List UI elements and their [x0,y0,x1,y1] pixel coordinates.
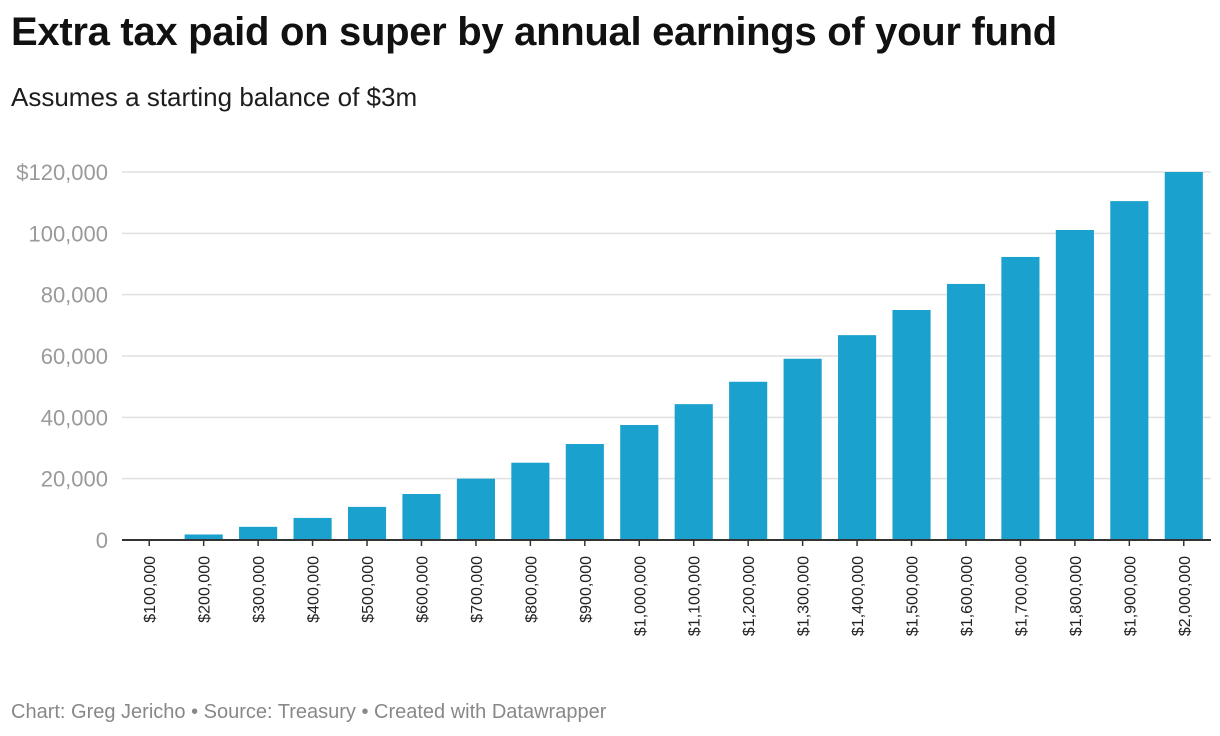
bar [729,381,768,540]
bar [1110,201,1149,540]
bar [184,534,223,540]
bar [838,335,877,540]
bar [565,444,604,540]
bar [1055,229,1094,540]
x-tick-label: $200,000 [197,556,214,623]
x-axis-tick-labels: $100,000 $200,000 $300,000 $400,000 $500,000… [142,556,1194,636]
bar [456,478,495,540]
x-tick-label: $1,400,000 [850,556,867,636]
x-tick-label: $600,000 [414,556,431,623]
chart-footer: Chart: Greg Jericho • Source: Treasury •… [11,701,607,723]
bar [946,283,986,540]
x-tick-label: $1,200,000 [741,556,758,636]
x-tick-label: $500,000 [360,556,377,623]
y-tick-label: $120,000 [16,160,108,185]
x-tick-label: $1,600,000 [959,556,976,636]
x-tick-label: $300,000 [251,556,268,623]
x-axis [122,539,1211,546]
bar [892,310,931,540]
bar [1164,172,1203,540]
bar [620,425,659,540]
bar [674,404,713,540]
y-tick-label: 60,000 [41,344,108,369]
bar [293,517,332,540]
bars [184,172,1203,540]
x-tick-label: $900,000 [578,556,595,623]
x-tick-label: $1,800,000 [1068,556,1085,636]
bar [239,526,278,540]
y-tick-label: 0 [96,528,108,553]
y-tick-label: 80,000 [41,283,108,308]
y-tick-label: 100,000 [28,221,108,246]
x-tick-label: $1,000,000 [632,556,649,636]
x-tick-label: $1,900,000 [1122,556,1139,636]
x-tick-label: $1,700,000 [1013,556,1030,636]
x-tick-label: $100,000 [142,556,159,623]
bar [783,358,822,540]
y-tick-label: 40,000 [41,405,108,430]
bar [402,494,441,540]
y-tick-label: 20,000 [41,467,108,492]
chart-subtitle: Assumes a starting balance of $3m [11,82,418,112]
x-tick-label: $700,000 [469,556,486,623]
x-tick-label: $2,000,000 [1177,556,1194,636]
x-tick-label: $1,300,000 [796,556,813,636]
y-axis-tick-labels: 0 20,000 40,000 60,000 80,000 100,000 $120,000 [16,160,108,553]
gridlines [122,171,1211,480]
x-tick-label: $400,000 [306,556,323,623]
chart-title: Extra tax paid on super by annual earnin… [11,10,1057,54]
bar [511,462,550,540]
bar [1001,256,1040,540]
x-tick-label: $1,100,000 [687,556,704,636]
x-tick-label: $800,000 [523,556,540,623]
bar [347,506,387,540]
x-tick-label: $1,500,000 [905,556,922,636]
